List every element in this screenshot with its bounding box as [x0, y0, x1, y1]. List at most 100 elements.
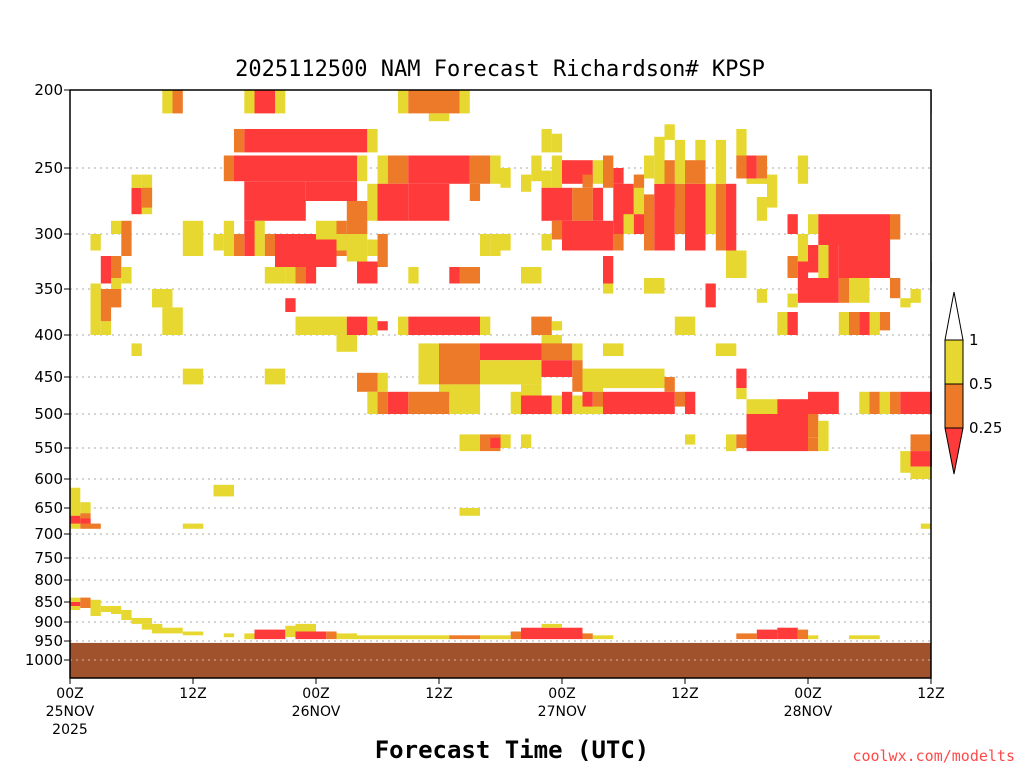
heatmap-cell — [838, 245, 891, 278]
heatmap-cell — [838, 278, 850, 303]
heatmap-cell — [480, 234, 491, 256]
heatmap-cell — [234, 234, 245, 256]
heatmap-cell — [531, 316, 552, 335]
heatmap-cell — [490, 234, 501, 256]
heatmap-cell — [582, 391, 593, 414]
x-tick-label: 00Z — [794, 686, 821, 702]
heatmap-cell — [377, 183, 409, 221]
heatmap-cell — [357, 155, 368, 182]
legend-label: 0.25 — [969, 419, 1002, 437]
heatmap-cell — [603, 155, 614, 188]
chart-title: 2025112500 NAM Forecast Richardson# KPSP — [235, 57, 765, 82]
x-axis: 00Z 25NOV 2025 12Z 00Z 26NOV 12Z 00Z 27NOV 12Z 00Z… — [46, 678, 945, 738]
heatmap-cell — [295, 623, 316, 632]
heatmap-cell — [490, 155, 501, 184]
ground-layer — [70, 642, 931, 678]
heatmap-cell — [582, 368, 603, 392]
heatmap-cell — [869, 391, 880, 414]
heatmap-cell — [182, 368, 204, 385]
heatmap-cell — [521, 627, 583, 640]
heatmap-cell — [531, 155, 542, 182]
heatmap-cell — [572, 343, 583, 361]
legend-swatch-mid — [944, 383, 964, 429]
x-tick-label: 12Z — [671, 686, 698, 702]
heatmap-cell — [459, 90, 470, 114]
heatmap-cell — [141, 187, 153, 208]
heatmap-cell — [551, 155, 563, 188]
heatmap-cell — [111, 606, 122, 614]
heatmap-cell — [357, 635, 450, 640]
x-tick-label: 12Z — [179, 686, 206, 702]
heatmap-cell — [674, 316, 696, 335]
heatmap-cell — [90, 599, 101, 616]
heatmap-cell — [797, 155, 809, 184]
heatmap-cell — [890, 278, 901, 299]
heatmap-cell — [736, 434, 747, 448]
heatmap-cell — [111, 278, 122, 289]
heatmap-cell — [336, 633, 357, 640]
heatmap-cell — [80, 518, 91, 524]
heatmap-cell — [336, 335, 357, 352]
heatmap-cell — [459, 267, 480, 284]
heatmap-cell — [541, 170, 552, 188]
heatmap-cell — [746, 399, 778, 414]
credit-text[interactable]: coolwx.com/modelts — [852, 747, 1015, 765]
heatmap-cell — [603, 256, 614, 284]
heatmap-cell — [808, 635, 819, 640]
heatmap-cell — [603, 343, 624, 356]
y-tick-label: 200 — [34, 81, 63, 99]
heatmap-cell — [654, 139, 665, 184]
heatmap-cell — [264, 368, 286, 385]
heatmap-cell — [736, 633, 757, 640]
heatmap-cell — [121, 220, 132, 256]
heatmap-cell — [264, 267, 286, 284]
heatmap-cell — [613, 220, 624, 251]
heatmap-cell — [910, 289, 921, 303]
heatmap-cell — [541, 187, 573, 221]
heatmap-cell — [756, 197, 768, 221]
heatmap-cell — [367, 391, 378, 414]
heatmap-cell — [70, 487, 81, 529]
heatmap-cell — [223, 155, 235, 182]
heatmap-cell — [469, 183, 481, 201]
legend-top-arrow — [944, 291, 964, 341]
heatmap-cell — [592, 391, 604, 414]
heatmap-cell — [316, 220, 337, 240]
heatmap-cell — [469, 155, 491, 184]
heatmap-cell — [541, 234, 552, 251]
heatmap-cell — [715, 343, 737, 356]
heatmap-cell — [777, 312, 788, 335]
heatmap-cell — [367, 316, 378, 335]
heatmap-cell — [100, 256, 112, 284]
heatmap-cell — [480, 343, 542, 361]
x-axis-label: Forecast Time (UTC) — [375, 736, 650, 764]
heatmap-cell — [100, 321, 112, 335]
heatmap-cell — [849, 278, 870, 303]
heatmap-cell — [746, 414, 808, 452]
heatmap-cell — [377, 372, 388, 392]
heatmap-cell — [859, 391, 870, 414]
heatmap-cell — [879, 312, 891, 331]
legend-swatch-high — [944, 339, 964, 385]
x-tick-year: 2025 — [52, 722, 88, 738]
heatmap-cell — [808, 245, 819, 273]
heatmap-cell — [541, 623, 562, 628]
x-tick-date: 28NOV — [784, 704, 833, 720]
heatmap-cell — [480, 360, 501, 385]
y-tick-label: 400 — [34, 326, 63, 344]
heatmap-cell — [172, 90, 183, 114]
heatmap-cell — [685, 183, 706, 251]
heatmap-cell — [654, 136, 665, 153]
heatmap-cell — [572, 395, 583, 414]
heatmap-cell — [808, 437, 819, 452]
heatmap-cell — [162, 307, 183, 335]
heatmap-cell — [346, 234, 368, 262]
legend-label: 0.5 — [969, 375, 993, 393]
heatmap-cell — [244, 633, 255, 640]
heatmap-cell — [264, 234, 276, 256]
heatmap-cell — [398, 316, 409, 335]
y-tick-label: 650 — [34, 499, 63, 517]
heatmap-cell — [121, 610, 132, 620]
heatmap-cell — [685, 391, 696, 414]
heatmap-cell — [797, 234, 809, 262]
